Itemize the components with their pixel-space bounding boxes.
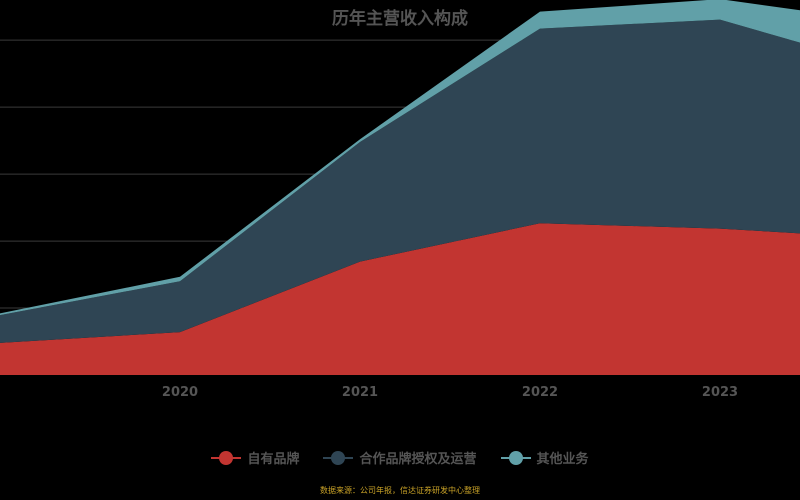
legend-item-3[interactable]: 其他业务: [500, 448, 589, 467]
legend-marker-icon: [211, 450, 242, 465]
area-chart: 2020 2021 2022 2023: [0, 0, 800, 400]
series-areas: [0, 0, 800, 375]
legend-label: 自有品牌: [247, 452, 300, 467]
source-note: 数据来源：公司年报，信达证券研发中心整理: [320, 486, 480, 495]
series-area-1: [0, 223, 800, 375]
chart-title: 历年主营收入构成: [332, 9, 468, 29]
x-tick-label: 2021: [342, 385, 378, 400]
legend-label: 其他业务: [536, 452, 589, 467]
x-tick-label: 2023: [702, 385, 738, 400]
legend-marker-icon: [500, 450, 531, 465]
legend-item-1[interactable]: 自有品牌: [211, 448, 299, 467]
legend-marker-icon: [323, 450, 354, 465]
legend-label: 合作品牌授权及运营: [359, 452, 477, 467]
series-area-2: [0, 19, 800, 343]
x-tick-label: 2022: [522, 385, 558, 400]
x-tick-label: 2020: [162, 385, 198, 400]
legend: 自有品牌 合作品牌授权及运营 其他业务: [0, 448, 800, 467]
x-axis-ticks: 2020 2021 2022 2023: [162, 385, 738, 400]
legend-item-2[interactable]: 合作品牌授权及运营: [323, 448, 477, 467]
